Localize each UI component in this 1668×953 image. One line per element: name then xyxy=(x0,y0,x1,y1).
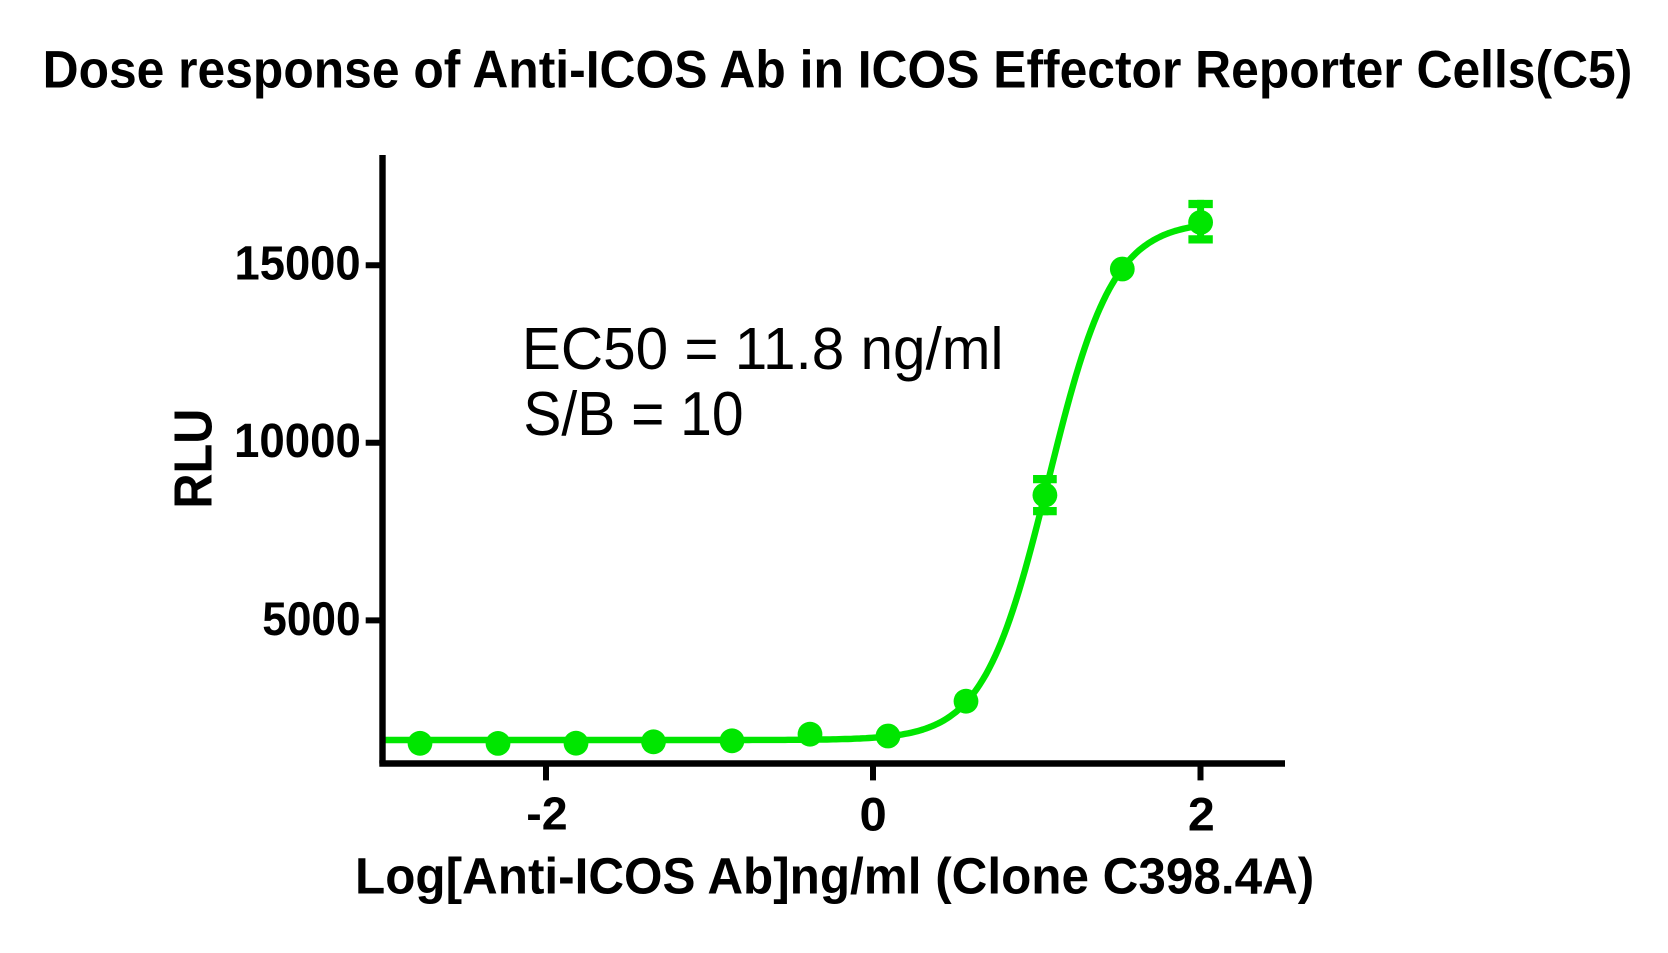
svg-text:Log[Anti-ICOS Ab]ng/ml (Clone: Log[Anti-ICOS Ab]ng/ml (Clone C398.4A) xyxy=(355,847,1314,905)
svg-text:5000: 5000 xyxy=(262,592,360,645)
svg-text:15000: 15000 xyxy=(234,236,360,289)
svg-text:RLU: RLU xyxy=(162,409,223,509)
svg-text:EC50 = 11.8 ng/ml: EC50 = 11.8 ng/ml xyxy=(522,315,1004,383)
svg-text:10000: 10000 xyxy=(234,414,361,467)
svg-text:2: 2 xyxy=(1188,789,1215,841)
svg-text:0: 0 xyxy=(860,789,887,841)
svg-text:-2: -2 xyxy=(526,788,567,840)
svg-text:S/B = 10: S/B = 10 xyxy=(523,379,743,449)
svg-text:Dose response of Anti-ICOS Ab: Dose response of Anti-ICOS Ab in ICOS Ef… xyxy=(43,39,1633,99)
